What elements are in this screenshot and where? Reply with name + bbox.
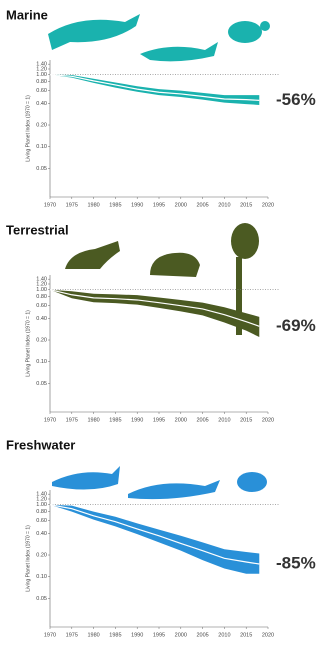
y-tick-label: 1.40 xyxy=(36,492,47,498)
x-tick-label: 2020 xyxy=(262,202,274,208)
panel-title: Freshwater xyxy=(6,437,75,452)
confidence-band xyxy=(50,504,260,574)
x-tick-label: 2000 xyxy=(175,417,187,423)
index-line xyxy=(49,74,260,101)
x-tick-label: 2015 xyxy=(240,632,252,638)
x-tick-label: 2020 xyxy=(262,417,274,423)
y-tick-label: 0.20 xyxy=(36,122,47,128)
animal-icons xyxy=(65,223,259,335)
x-tick-label: 1990 xyxy=(131,632,143,638)
panel-title: Terrestrial xyxy=(6,222,69,237)
y-tick-label: 0.40 xyxy=(36,101,47,107)
x-tick-label: 1980 xyxy=(87,417,99,423)
x-tick-label: 1985 xyxy=(109,632,121,638)
y-tick-label: 1.00 xyxy=(36,287,47,293)
y-tick-label: 0.20 xyxy=(36,552,47,558)
panel-title: Marine xyxy=(6,7,48,22)
animal-icons xyxy=(52,466,267,500)
animal-icon xyxy=(140,42,218,62)
y-axis-label: Living Planet Index (1970 = 1) xyxy=(25,95,31,162)
animal-icon xyxy=(260,21,270,31)
animal-icon xyxy=(236,257,242,335)
change-annotation: -69% xyxy=(276,316,316,335)
x-tick-label: 2010 xyxy=(218,417,230,423)
y-tick-label: 0.80 xyxy=(36,509,47,515)
y-tick-label: 0.10 xyxy=(36,144,47,150)
x-tick-label: 1970 xyxy=(44,417,56,423)
x-tick-label: 1970 xyxy=(44,202,56,208)
animal-icon xyxy=(52,466,120,490)
animal-icon xyxy=(65,241,120,269)
x-tick-label: 1970 xyxy=(44,632,56,638)
animal-icon xyxy=(150,252,200,277)
y-tick-label: 1.20 xyxy=(36,281,47,287)
y-tick-label: 0.60 xyxy=(36,518,47,524)
x-tick-label: 1990 xyxy=(131,417,143,423)
y-tick-label: 0.05 xyxy=(36,166,47,172)
x-tick-label: 1975 xyxy=(66,417,78,423)
y-tick-label: 1.00 xyxy=(36,502,47,508)
x-tick-label: 1995 xyxy=(153,417,165,423)
confidence-band xyxy=(50,74,260,105)
y-tick-label: 1.40 xyxy=(36,62,47,68)
animal-icons xyxy=(48,14,270,62)
panel: Freshwater Living Planet Index (1970 = 1)… xyxy=(6,437,316,638)
x-tick-label: 2015 xyxy=(240,202,252,208)
x-tick-label: 1985 xyxy=(109,417,121,423)
x-tick-label: 1990 xyxy=(131,202,143,208)
animal-icon xyxy=(48,14,140,50)
y-tick-label: 0.05 xyxy=(36,381,47,387)
y-tick-label: 0.80 xyxy=(36,79,47,85)
x-tick-label: 2000 xyxy=(175,202,187,208)
y-tick-label: 1.20 xyxy=(36,66,47,72)
x-tick-label: 2005 xyxy=(196,632,208,638)
x-tick-label: 2020 xyxy=(262,632,274,638)
change-annotation: -56% xyxy=(276,90,316,109)
x-tick-label: 2005 xyxy=(196,202,208,208)
y-tick-label: 0.40 xyxy=(36,316,47,322)
x-tick-label: 1975 xyxy=(66,632,78,638)
x-tick-label: 2015 xyxy=(240,417,252,423)
y-tick-label: 0.60 xyxy=(36,303,47,309)
y-tick-label: 1.20 xyxy=(36,496,47,502)
animal-icon xyxy=(231,223,259,259)
y-tick-label: 0.10 xyxy=(36,359,47,365)
y-tick-label: 0.10 xyxy=(36,574,47,580)
y-tick-label: 0.05 xyxy=(36,596,47,602)
panel: Terrestrial Living Planet Index (1970 = 1… xyxy=(6,222,316,423)
x-tick-label: 1995 xyxy=(153,632,165,638)
y-tick-label: 0.20 xyxy=(36,337,47,343)
x-tick-label: 1980 xyxy=(87,632,99,638)
x-tick-label: 2010 xyxy=(218,632,230,638)
panel: Marine Living Planet Index (1970 = 1) 1.40… xyxy=(6,7,316,208)
change-annotation: -85% xyxy=(276,553,316,572)
x-tick-label: 1980 xyxy=(87,202,99,208)
y-axis-label: Living Planet Index (1970 = 1) xyxy=(25,310,31,377)
x-tick-label: 1985 xyxy=(109,202,121,208)
x-tick-label: 2005 xyxy=(196,417,208,423)
x-tick-label: 2000 xyxy=(175,632,187,638)
x-tick-label: 1995 xyxy=(153,202,165,208)
animal-icon xyxy=(237,472,267,492)
animal-icon xyxy=(128,480,220,500)
y-axis-label: Living Planet Index (1970 = 1) xyxy=(25,525,31,592)
index-line xyxy=(49,289,260,327)
x-tick-label: 1975 xyxy=(66,202,78,208)
confidence-band xyxy=(50,289,260,338)
y-tick-label: 0.40 xyxy=(36,531,47,537)
y-tick-label: 0.80 xyxy=(36,294,47,300)
y-tick-label: 1.40 xyxy=(36,277,47,283)
index-line xyxy=(49,504,260,565)
y-tick-label: 0.60 xyxy=(36,88,47,94)
animal-icon xyxy=(228,21,262,43)
x-tick-label: 2010 xyxy=(218,202,230,208)
y-tick-label: 1.00 xyxy=(36,72,47,78)
